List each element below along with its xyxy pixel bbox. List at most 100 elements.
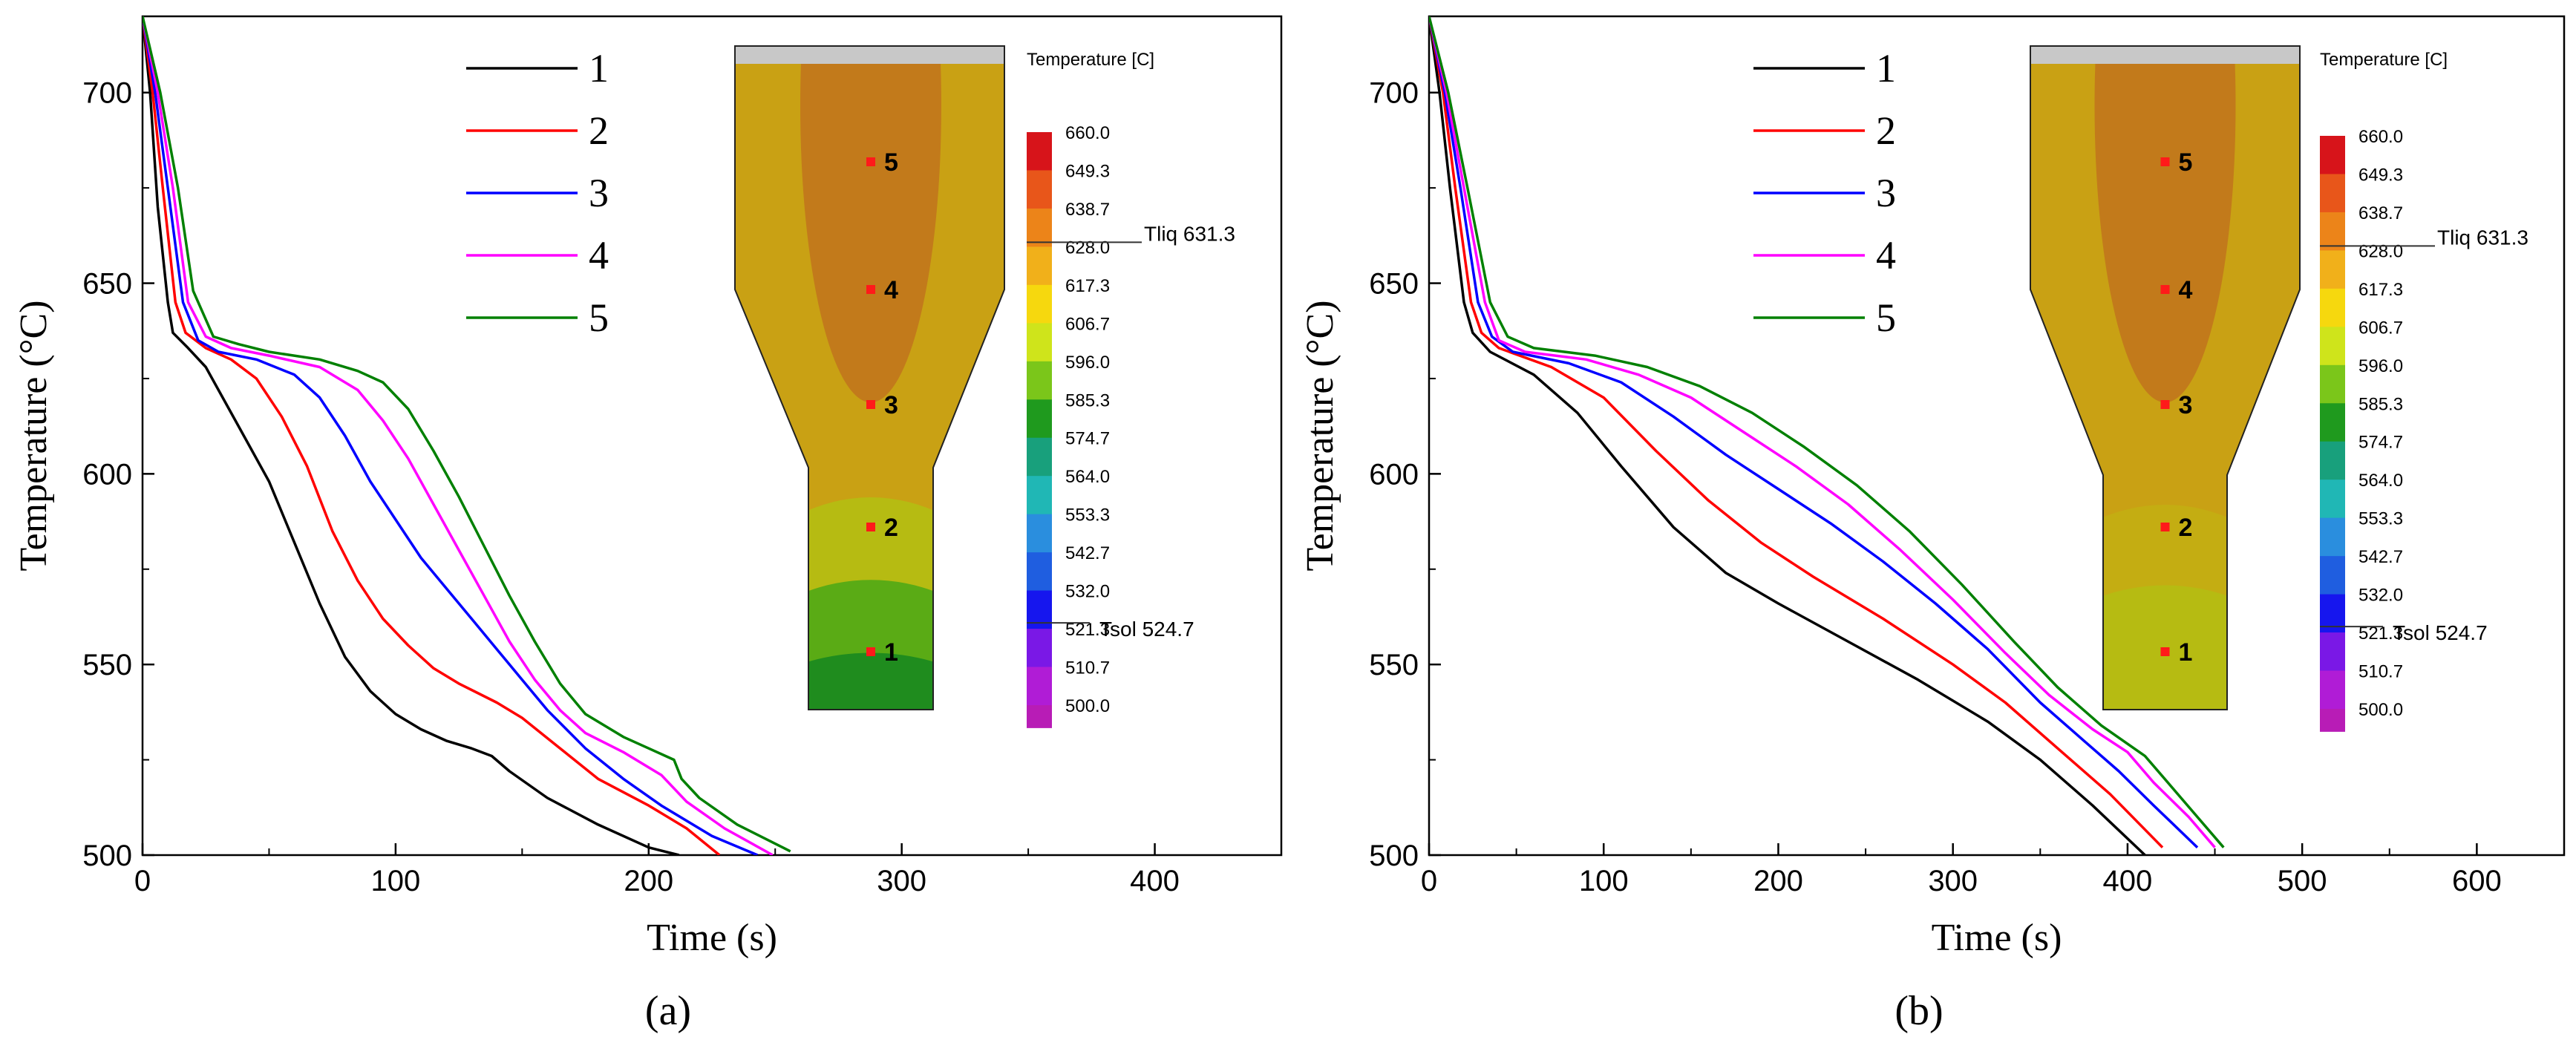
contour-hot-core — [800, 46, 941, 402]
series-line-5 — [143, 16, 791, 853]
panel-a-chart: 5 4 3 2 1 Temperature [C] 660.0 649.3 638.7 628.0… — [13, 15, 1283, 1034]
series-line-3 — [143, 16, 759, 855]
colorbar-tick-label: 606.7 — [1065, 314, 1110, 334]
x-tick-label: 200 — [1753, 865, 1803, 897]
colorbar-tick-label: 649.3 — [2358, 165, 2403, 185]
contour-band-4 — [722, 716, 1019, 852]
series-line-2 — [1429, 16, 2164, 848]
colorbar-swatch — [1027, 284, 1052, 324]
tsol-label: Tsol 524.7 — [2393, 621, 2488, 644]
colorbar-swatch — [1027, 514, 1052, 554]
x-tick-label: 100 — [1579, 865, 1629, 897]
colorbar-swatch — [2320, 403, 2345, 442]
colorbar-tick-label: 564.0 — [2358, 471, 2403, 491]
colorbar-swatch — [1027, 323, 1052, 362]
inset-title: Temperature [C] — [2320, 50, 2448, 70]
colorbar-swatch — [2320, 288, 2345, 328]
inset-point-label: 4 — [2179, 276, 2193, 304]
colorbar-swatch — [2320, 174, 2345, 213]
series-line-4 — [1429, 16, 2216, 848]
colorbar-tick-label: 628.0 — [1065, 238, 1110, 258]
x-tick-label: 0 — [1421, 865, 1437, 897]
contour-band-1 — [735, 497, 1004, 710]
inset-outline — [734, 45, 1005, 710]
y-tick-label: 700 — [1369, 77, 1419, 110]
series-layer — [143, 16, 791, 855]
inset-riser — [2030, 46, 2300, 64]
y-axis-label: Temperature (°C) — [13, 300, 55, 571]
y-tick-label: 650 — [1369, 268, 1419, 301]
colorbar-swatch — [2320, 709, 2345, 732]
contour-band-1 — [2030, 505, 2300, 710]
colorbar-swatch — [2320, 327, 2345, 366]
colorbar-swatch — [2320, 364, 2345, 405]
colorbar-tick-label: 596.0 — [1065, 353, 1110, 373]
colorbar-tick-label: 649.3 — [1065, 161, 1110, 181]
x-tick-label: 200 — [624, 865, 673, 897]
inset-point-marker — [866, 157, 875, 166]
colorbar-swatch — [2320, 556, 2345, 595]
colorbar-tick-label: 542.7 — [1065, 543, 1110, 563]
colorbar-tick-label: 510.7 — [1065, 658, 1110, 678]
colorbar-swatch — [1027, 437, 1052, 477]
tliq-label: Tliq 631.3 — [2437, 226, 2528, 249]
y-tick-label: 700 — [82, 77, 132, 110]
inset-point-marker — [2160, 523, 2170, 531]
x-tick-label: 600 — [2452, 865, 2502, 897]
colorbar-swatch — [1027, 246, 1052, 286]
colorbar-tick-label: 500.0 — [1065, 696, 1110, 716]
inset-outline — [2030, 45, 2301, 710]
colorbar-tick-label: 564.0 — [1065, 467, 1110, 487]
legend-label-5: 5 — [1876, 295, 1896, 340]
colorbar-swatch — [1027, 552, 1052, 592]
y-tick-label: 650 — [82, 268, 132, 301]
colorbar-swatch — [2320, 480, 2345, 519]
colorbar-tick-label: 617.3 — [2358, 280, 2403, 300]
colorbar-swatch — [1027, 667, 1052, 706]
y-tick-label: 550 — [82, 649, 132, 681]
inset-point-label: 1 — [884, 638, 898, 667]
colorbar-tick-label: 638.7 — [2358, 203, 2403, 223]
inset-point-marker — [2160, 285, 2170, 294]
colorbar-tick-label: 553.3 — [1065, 505, 1110, 526]
colorbar-swatch — [1027, 399, 1052, 439]
legend-label-1: 1 — [589, 46, 609, 91]
inset-point-label: 4 — [884, 276, 898, 304]
colorbar-swatch — [2320, 250, 2345, 289]
y-tick-label: 500 — [1369, 840, 1419, 872]
colorbar-tick-label: 638.7 — [1065, 200, 1110, 220]
legend-label-4: 4 — [589, 233, 609, 278]
x-tick-label: 0 — [134, 865, 151, 897]
colorbar-tick-label: 510.7 — [2358, 662, 2403, 682]
series-line-1 — [143, 16, 680, 855]
colorbar-tick-label: 660.0 — [2358, 127, 2403, 147]
x-tick-label: 500 — [2278, 865, 2327, 897]
plot-frame — [1428, 15, 2566, 857]
inset-point-label: 3 — [884, 391, 898, 419]
tsol-label: Tsol 524.7 — [1099, 618, 1194, 641]
colorbar-tick-label: 596.0 — [2358, 356, 2403, 376]
colorbar-swatch — [2320, 136, 2345, 175]
colorbar-tick-label: 617.3 — [1065, 276, 1110, 296]
colorbar-swatch — [2320, 441, 2345, 481]
colorbar-tick-label: 553.3 — [2358, 509, 2403, 529]
series-line-2 — [143, 16, 721, 855]
colorbar-tick-label: 660.0 — [1065, 123, 1110, 143]
colorbar-tick-label: 585.3 — [1065, 390, 1110, 410]
legend-label-5: 5 — [589, 295, 609, 340]
colorbar-tick-label: 585.3 — [2358, 394, 2403, 414]
inset-point-label: 5 — [884, 148, 898, 177]
inset-point-marker — [2160, 400, 2170, 409]
colorbar-tick-label: 542.7 — [2358, 547, 2403, 567]
inset-point-label: 2 — [2179, 514, 2193, 542]
inset-point-marker — [2160, 157, 2170, 166]
contour-band-4 — [2017, 719, 2314, 850]
colorbar-tick-label: 574.7 — [2358, 433, 2403, 453]
inset-point-label: 1 — [2179, 638, 2193, 667]
legend-label-3: 3 — [1876, 171, 1896, 215]
y-tick-label: 600 — [82, 458, 132, 491]
series-line-3 — [1429, 16, 2199, 848]
colorbar-swatch — [1027, 590, 1052, 630]
legend-label-2: 2 — [1876, 108, 1896, 153]
